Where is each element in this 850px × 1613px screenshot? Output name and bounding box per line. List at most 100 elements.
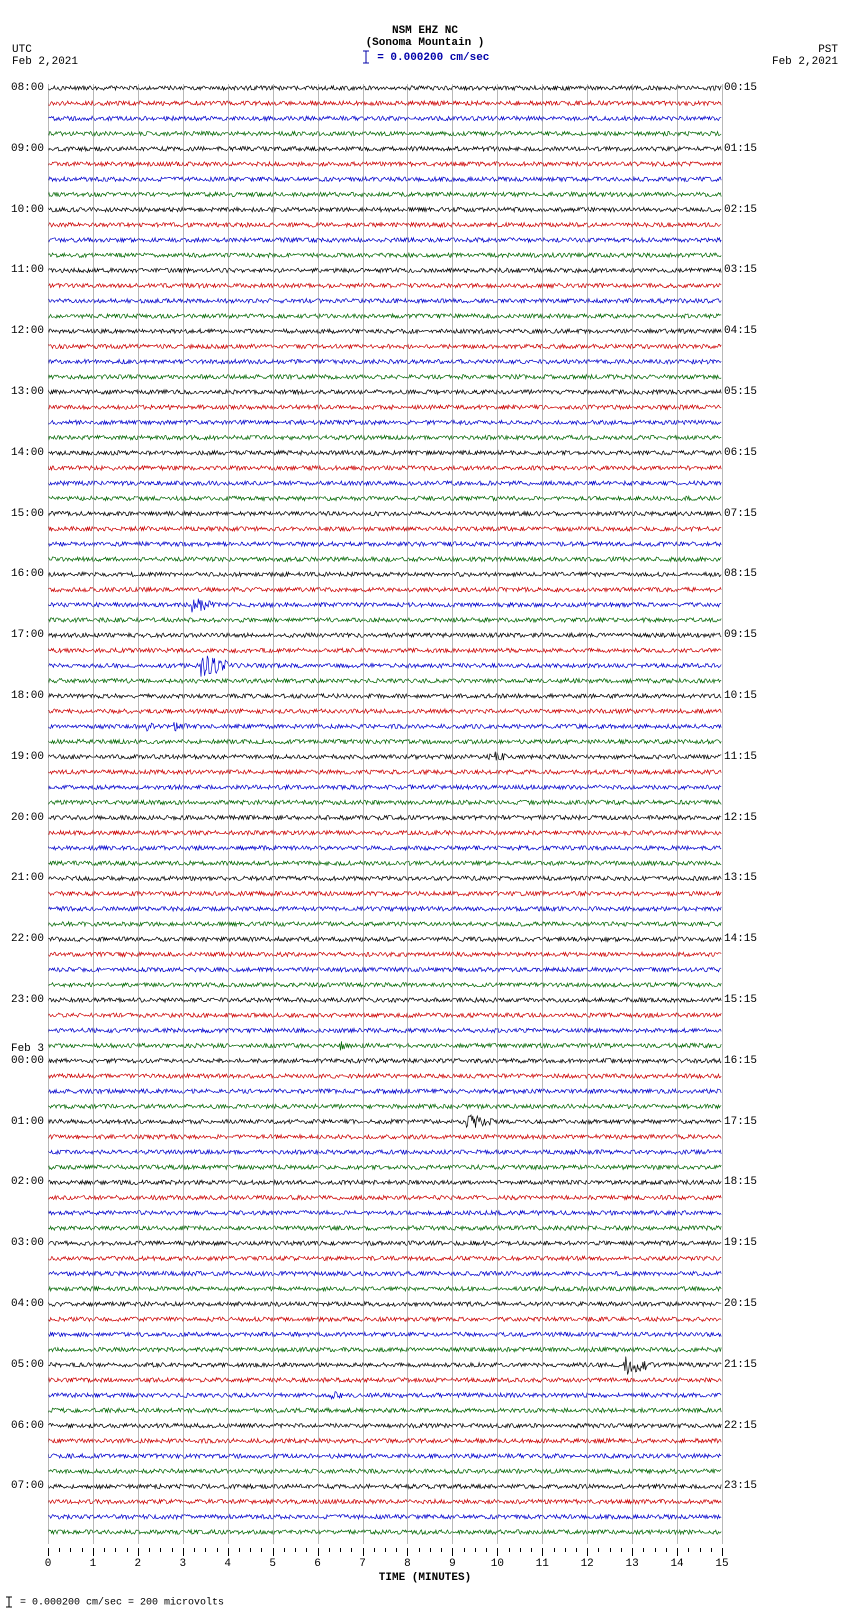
seismic-trace [48, 1089, 721, 1093]
pst-hour-label: 10:15 [724, 690, 757, 702]
seismic-trace [48, 253, 721, 257]
seismic-trace [48, 722, 721, 731]
seismic-trace [48, 1378, 721, 1382]
xtick-label: 4 [224, 1558, 231, 1570]
xtick-minor [284, 1548, 285, 1552]
seismic-trace [48, 983, 721, 987]
header-block: NSM EHZ NC (Sonoma Mountain ) = 0.000200… [0, 25, 850, 65]
grid-line [722, 84, 723, 1544]
seismic-trace [48, 542, 721, 546]
utc-hour-label: 23:00 [0, 994, 44, 1006]
xtick-minor [688, 1548, 689, 1552]
xtick-label: 10 [491, 1558, 504, 1570]
xtick-minor [531, 1548, 532, 1552]
seismic-trace [48, 1271, 721, 1275]
xtick-label: 14 [670, 1558, 683, 1570]
grid-line [138, 84, 139, 1544]
xtick-major [452, 1548, 453, 1556]
pst-hour-label: 15:15 [724, 994, 757, 1006]
seismic-trace [48, 846, 721, 850]
seismic-trace [48, 1028, 721, 1032]
seismic-trace [48, 1515, 721, 1519]
utc-hour-label: 20:00 [0, 812, 44, 824]
xtick-minor [509, 1548, 510, 1552]
seismic-trace [48, 922, 721, 926]
utc-hour-label: 13:00 [0, 386, 44, 398]
xtick-minor [655, 1548, 656, 1552]
grid-line [318, 84, 319, 1544]
seismic-trace [48, 656, 721, 677]
xtick-label: 12 [581, 1558, 594, 1570]
footer-scale-icon [4, 1595, 14, 1609]
seismic-trace [48, 1256, 721, 1260]
seismic-trace [48, 192, 721, 196]
seismic-trace [48, 268, 721, 272]
seismic-trace [48, 1150, 721, 1154]
xtick-major [48, 1548, 49, 1556]
seismic-trace [48, 86, 721, 90]
seismic-trace [48, 815, 721, 819]
xtick-minor [104, 1548, 105, 1552]
seismic-trace [48, 1041, 721, 1050]
tz-left-label: UTC [12, 44, 78, 56]
grid-line [542, 84, 543, 1544]
seismic-trace [48, 1302, 721, 1306]
seismic-trace [48, 375, 721, 379]
seismic-trace [48, 223, 721, 227]
utc-hour-label: 04:00 [0, 1298, 44, 1310]
pst-hour-label: 03:15 [724, 264, 757, 276]
seismic-trace [48, 1408, 721, 1412]
xtick-label: 2 [135, 1558, 142, 1570]
seismic-trace [48, 1165, 721, 1169]
xtick-minor [486, 1548, 487, 1552]
pst-hour-label: 18:15 [724, 1176, 757, 1188]
footer-text: = 0.000200 cm/sec = 200 microvolts [20, 1598, 224, 1609]
seismic-trace [48, 1241, 721, 1245]
seismic-trace [48, 1226, 721, 1230]
tz-right-label: PST [772, 44, 838, 56]
tz-right-date: Feb 2,2021 [772, 56, 838, 68]
seismic-trace [48, 1469, 721, 1473]
xtick-minor [520, 1548, 521, 1552]
seismic-trace [48, 1423, 721, 1427]
seismic-trace [48, 1317, 721, 1321]
scale-bar-icon [361, 49, 371, 65]
xtick-minor [261, 1548, 262, 1552]
seismic-trace [48, 207, 721, 211]
seismic-trace [48, 162, 721, 166]
xtick-minor [127, 1548, 128, 1552]
grid-line [452, 84, 453, 1544]
utc-hour-label: 07:00 [0, 1480, 44, 1492]
xtick-minor [217, 1548, 218, 1552]
seismic-trace [48, 587, 721, 591]
timezone-right: PST Feb 2,2021 [772, 44, 838, 68]
tz-left-date: Feb 2,2021 [12, 56, 78, 68]
xtick-major [363, 1548, 364, 1556]
xtick-major [183, 1548, 184, 1556]
xtick-minor [441, 1548, 442, 1552]
xtick-minor [70, 1548, 71, 1552]
xtick-label: 9 [449, 1558, 456, 1570]
xtick-minor [643, 1548, 644, 1552]
xtick-minor [610, 1548, 611, 1552]
pst-hour-label: 12:15 [724, 812, 757, 824]
xtick-minor [149, 1548, 150, 1552]
seismic-trace [48, 752, 721, 761]
seismic-trace [48, 435, 721, 439]
xtick-label: 7 [359, 1558, 366, 1570]
seismic-trace [48, 1454, 721, 1458]
utc-hour-label: 03:00 [0, 1237, 44, 1249]
seismic-trace [48, 1484, 721, 1488]
grid-line [48, 84, 49, 1544]
utc-hour-label: 06:00 [0, 1420, 44, 1432]
seismic-trace [48, 1059, 721, 1063]
xtick-minor [666, 1548, 667, 1552]
pst-hour-label: 14:15 [724, 933, 757, 945]
xtick-major [497, 1548, 498, 1556]
seismic-trace [48, 1195, 721, 1199]
utc-hour-label: 14:00 [0, 447, 44, 459]
xtick-minor [565, 1548, 566, 1552]
seismic-trace [48, 238, 721, 242]
grid-line [183, 84, 184, 1544]
seismic-trace [48, 1074, 721, 1078]
